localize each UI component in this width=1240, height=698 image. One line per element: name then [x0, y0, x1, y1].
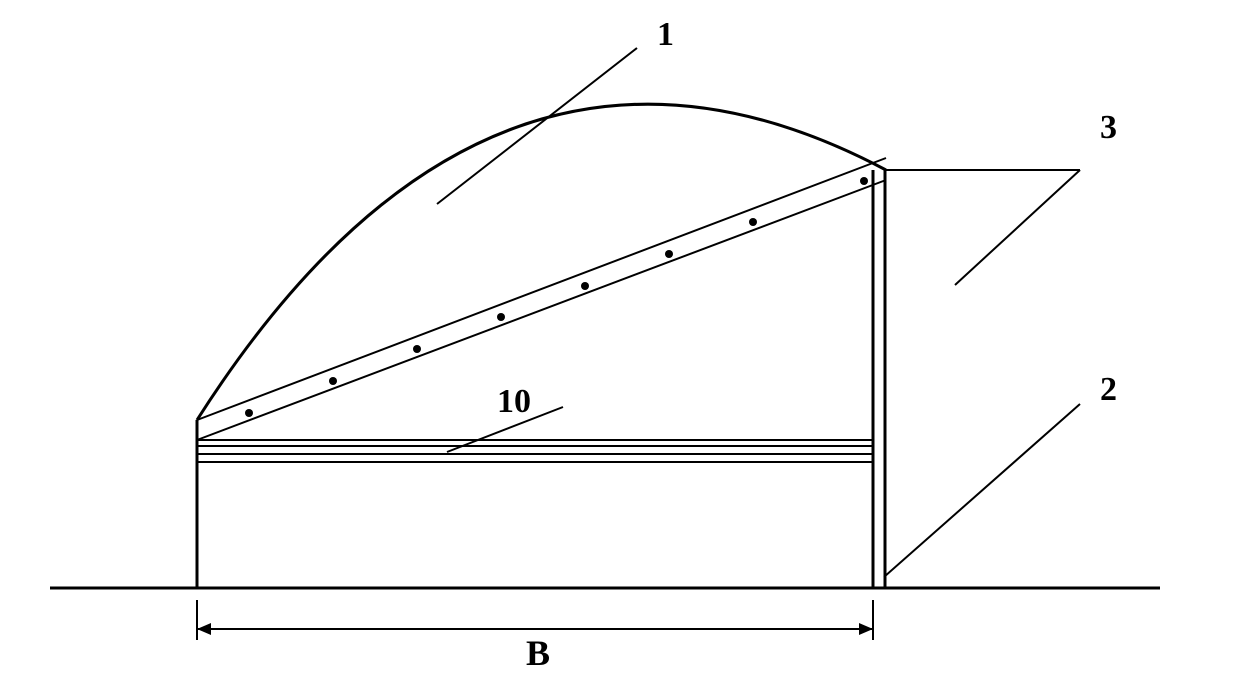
leader-2 [884, 404, 1080, 577]
dim-arrow-right [859, 623, 873, 635]
leader-3-d [955, 170, 1080, 285]
beam-bottom-line [197, 180, 886, 440]
beam-dot-3 [497, 313, 505, 321]
beam-dot-4 [581, 282, 589, 290]
beam-dot-1 [329, 377, 337, 385]
label-1: 1 [657, 16, 674, 53]
beam-dot-6 [749, 218, 757, 226]
label-B: B [526, 633, 550, 673]
label-3: 3 [1100, 109, 1117, 146]
dome-arc [197, 104, 886, 420]
dim-arrow-left [197, 623, 211, 635]
beam-dot-7 [860, 177, 868, 185]
beam-top-line [197, 158, 886, 420]
label-2: 2 [1100, 371, 1117, 408]
beam-dot-2 [413, 345, 421, 353]
beam-dot-0 [245, 409, 253, 417]
leader-1 [437, 48, 637, 204]
beam-dot-5 [665, 250, 673, 258]
label-10: 10 [497, 383, 531, 420]
